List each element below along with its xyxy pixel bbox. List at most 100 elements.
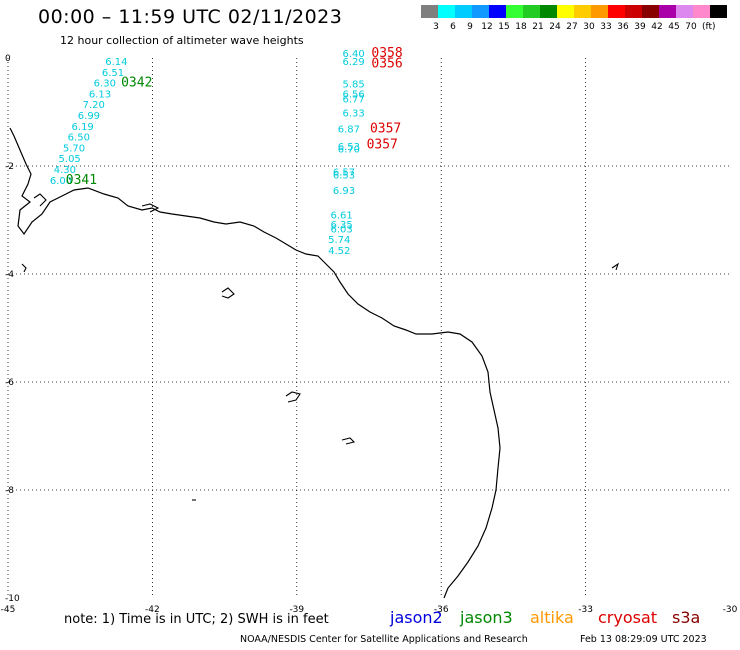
lon-tick-label: -36 <box>434 605 449 615</box>
wave-height-value: 6.57 <box>333 168 355 179</box>
lat-tick-label: -4 <box>5 270 14 280</box>
legend-label: 9 <box>467 22 473 32</box>
pass-time-label: 0357 <box>370 122 401 137</box>
legend-label: 33 <box>600 22 612 32</box>
wave-height-value: 6.33 <box>343 108 365 119</box>
legend-swatch <box>421 5 438 18</box>
lon-tick-label: -33 <box>578 605 593 615</box>
map-subtitle: 12 hour collection of altimeter wave hei… <box>60 34 304 47</box>
legend-swatch <box>625 5 642 18</box>
wave-height-value: 6.99 <box>78 111 100 122</box>
pass-time-label: 0357 <box>367 138 398 153</box>
lon-tick-label: -42 <box>145 605 160 615</box>
wave-height-value: 6.30 <box>94 79 116 90</box>
legend-label: 6 <box>450 22 456 32</box>
legend-swatch <box>540 5 557 18</box>
legend-swatch <box>472 5 489 18</box>
lat-tick-label: -10 <box>5 594 20 604</box>
legend-swatch <box>659 5 676 18</box>
legend-swatch <box>489 5 506 18</box>
wave-height-value: 5.74 <box>328 235 350 246</box>
legend-label: 27 <box>566 22 578 32</box>
wave-height-value: 6.51 <box>102 68 124 79</box>
lat-tick-label: -2 <box>5 162 14 172</box>
island-outline <box>221 287 235 299</box>
wave-height-value: 6.13 <box>89 89 111 100</box>
wave-height-value: 7.20 <box>83 100 105 111</box>
legend-swatch <box>438 5 455 18</box>
wave-height-labels: 6.146.516.306.137.206.996.196.505.705.05… <box>50 49 365 257</box>
wave-height-value: 6.40 <box>343 49 365 60</box>
legend-swatch <box>608 5 625 18</box>
coastline <box>9 127 620 599</box>
axis-ticks: -45 -42 -39 -36 -33 -30 0 -2 -4 -6 -8 -10 <box>1 54 738 615</box>
map-grid <box>7 58 730 598</box>
legend-swatch <box>455 5 472 18</box>
wave-height-value: 6.14 <box>105 57 127 68</box>
legend-label: 45 <box>668 22 680 32</box>
satellite-name: jason3 <box>460 608 513 627</box>
lon-tick-label: -45 <box>1 605 16 615</box>
legend-label: 21 <box>532 22 544 32</box>
wave-height-value: 6.70 <box>338 145 360 156</box>
wave-height-value: 6.19 <box>72 122 94 133</box>
legend-label: 30 <box>583 22 595 32</box>
legend-label: 24 <box>549 22 561 32</box>
wave-height-value: 6.61 <box>330 210 352 221</box>
lat-tick-label: 0 <box>5 54 11 64</box>
legend-swatch <box>574 5 591 18</box>
satellite-name: s3a <box>672 608 701 627</box>
wave-height-value: 6.29 <box>343 57 365 68</box>
satellite-name: altika <box>530 608 574 627</box>
legend-swatch <box>642 5 659 18</box>
legend-label: 42 <box>651 22 663 32</box>
island-outline <box>33 193 47 207</box>
legend-label: 3 <box>433 22 439 32</box>
legend-label: 36 <box>617 22 629 32</box>
legend-unit: (ft) <box>702 22 716 32</box>
wave-height-value: 6.00 <box>50 176 72 187</box>
wave-height-value: 5.85 <box>343 80 365 91</box>
legend-swatch <box>523 5 540 18</box>
island-outline <box>611 262 620 271</box>
map-title: 00:00 – 11:59 UTC 02/11/2023 <box>38 6 343 28</box>
pass-time-label: 0356 <box>371 57 402 72</box>
legend-swatch <box>693 5 710 18</box>
credit-text: NOAA/NESDIS Center for Satellite Applica… <box>240 634 528 645</box>
wave-height-value: 6.03 <box>330 224 352 235</box>
legend-label: 18 <box>515 22 527 32</box>
wave-height-value: 6.87 <box>338 125 360 136</box>
mainland-coast <box>9 127 501 599</box>
wave-height-value: 6.35 <box>330 220 352 231</box>
wave-height-value: 6.77 <box>343 94 365 105</box>
lat-tick-label: -8 <box>5 486 14 496</box>
legend-label: 39 <box>634 22 646 32</box>
lon-tick-label: -30 <box>723 605 738 615</box>
legend-swatch <box>710 5 727 18</box>
wave-height-value: 6.56 <box>343 89 365 100</box>
wave-height-value: 6.53 <box>333 170 355 181</box>
generated-timestamp: Feb 13 08:29:09 UTC 2023 <box>580 634 707 645</box>
island-outline <box>341 437 356 445</box>
pass-time-label: 0341 <box>66 173 97 188</box>
island-outline <box>141 203 160 213</box>
lon-tick-label: -39 <box>289 605 304 615</box>
wave-height-value: 4.52 <box>328 246 350 257</box>
satellite-name: cryosat <box>598 608 658 627</box>
wave-height-value: 4.30 <box>54 165 76 176</box>
wave-height-value: 5.05 <box>59 154 81 165</box>
lat-tick-label: -6 <box>5 378 14 388</box>
pass-time-label: 0358 <box>371 46 402 61</box>
legend-label: 70 <box>685 22 697 32</box>
pass-time-label: 0342 <box>121 76 152 91</box>
wave-height-value: 6.50 <box>68 133 90 144</box>
island-outline <box>285 391 301 403</box>
legend-swatch <box>506 5 523 18</box>
wave-height-value: 5.70 <box>63 143 85 154</box>
footer-note: note: 1) Time is in UTC; 2) SWH is in fe… <box>64 612 329 627</box>
legend-swatch <box>676 5 693 18</box>
wave-height-value: 6.93 <box>333 186 355 197</box>
legend-swatch <box>591 5 608 18</box>
